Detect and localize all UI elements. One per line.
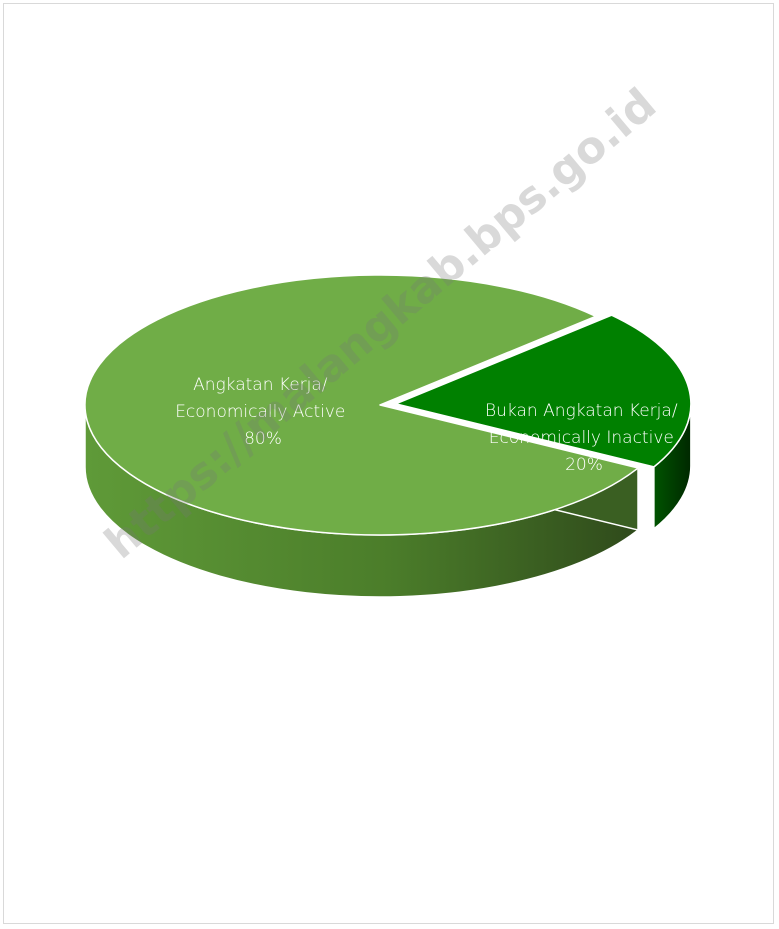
slice-label-active-percent: 80% — [244, 429, 282, 449]
slices-layer — [84, 274, 692, 598]
labels-layer: Angkatan Kerja/ Economically Active 80% … — [175, 375, 683, 475]
slice-label-active-line-1: Angkatan Kerja/ — [193, 375, 328, 395]
slice-active — [84, 274, 639, 536]
slice-label-inactive-line-2: Economically Inactive — [489, 428, 674, 448]
slice-label-inactive-percent: 20% — [565, 455, 603, 475]
slice-label-inactive-line-1: Bukan Angkatan Kerja/ — [485, 401, 678, 421]
slice-label-active: Angkatan Kerja/ Economically Active 80% — [175, 375, 351, 449]
slice-label-active-line-2: Economically Active — [175, 402, 345, 422]
slice-label-inactive: Bukan Angkatan Kerja/ Economically Inact… — [485, 401, 683, 475]
slice-inactive — [395, 314, 692, 468]
